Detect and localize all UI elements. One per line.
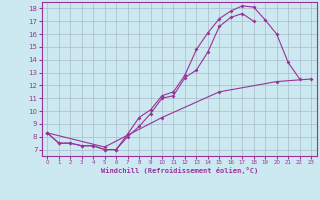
X-axis label: Windchill (Refroidissement éolien,°C): Windchill (Refroidissement éolien,°C): [100, 167, 258, 174]
